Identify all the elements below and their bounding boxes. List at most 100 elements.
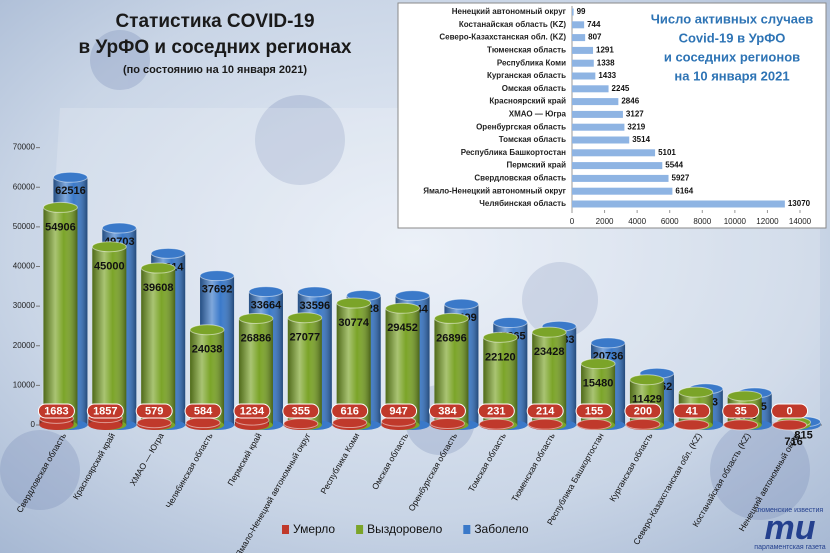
value-label: 41 [686, 405, 698, 417]
bar [140, 262, 176, 430]
bar-top [727, 390, 763, 402]
value-label: 1433 [598, 71, 616, 80]
y-tick-label: 0 [31, 420, 36, 429]
bar-top [580, 358, 616, 370]
logo: тюменские известия ти парламентская газе… [754, 507, 825, 551]
value-badge [575, 403, 613, 419]
value-badge [380, 403, 418, 419]
bar-top [52, 171, 88, 183]
value-badge [477, 403, 515, 419]
value-label: 616 [341, 405, 359, 417]
virus-decor [0, 30, 810, 520]
y-tick-label: 50000 [13, 222, 36, 231]
value-label: 23428 [534, 346, 565, 358]
value-badge [526, 403, 564, 419]
value-label: 1234 [240, 405, 265, 417]
bar [185, 417, 221, 430]
value-label: 26896 [436, 332, 467, 344]
bar [572, 85, 609, 93]
bar-top [772, 419, 808, 431]
value-label: 33664 [251, 300, 282, 312]
bar-top [42, 201, 78, 213]
value-badge [282, 403, 320, 419]
bar-top [287, 312, 323, 324]
value-label: 0 [787, 405, 793, 417]
bar-top [332, 417, 368, 429]
legend-swatch [463, 525, 471, 534]
y-tick-label: Республика Башкортостан [461, 148, 566, 157]
y-tick-label: Северо-Казахстанская обл. (KZ) [439, 33, 566, 42]
y-tick-label: Пермский край [506, 161, 566, 170]
value-badge [86, 403, 124, 419]
y-tick-label: 30000 [13, 301, 36, 310]
bar [332, 417, 368, 430]
bar [572, 162, 663, 170]
value-badge [722, 403, 760, 419]
value-badge [673, 403, 711, 419]
bar [572, 149, 656, 157]
bar [723, 419, 759, 431]
value-label: 3127 [626, 110, 644, 119]
bar [772, 419, 808, 431]
legend-label: Умерло [293, 522, 335, 536]
bar [572, 110, 623, 118]
y-tick-label: 70000 [13, 143, 36, 152]
bar [136, 417, 172, 430]
value-label: 579 [145, 405, 163, 417]
bar-top [185, 417, 221, 429]
x-tick-label: 12000 [756, 217, 779, 226]
y-tick-label: Костанайская область (KZ) [459, 20, 566, 29]
y-tick-label: 60000 [13, 182, 36, 191]
inset-title: Число активных случаев [651, 11, 813, 26]
bar [572, 187, 673, 195]
bar-top [336, 297, 372, 309]
y-tick-label: 40000 [13, 262, 36, 271]
x-tick-label: 6000 [661, 217, 679, 226]
bar [572, 72, 596, 80]
bar [572, 136, 630, 144]
value-label: 3219 [627, 122, 645, 131]
y-tick-label: Томская область [499, 135, 566, 144]
value-label: 1683 [44, 405, 68, 417]
y-tick-label: Ненецкий автономный округ [452, 7, 567, 16]
bar-top [189, 324, 225, 336]
value-label: 5544 [665, 161, 683, 170]
x-tick-label: 10000 [724, 217, 747, 226]
value-label: 39608 [143, 282, 174, 294]
y-tick-label: Омская область [502, 84, 566, 93]
bar-top [576, 418, 612, 430]
y-tick-label: Свердловская область [474, 174, 566, 183]
logo-top: тюменские известия [757, 507, 824, 514]
y-tick-label: 10000 [13, 380, 36, 389]
value-label: 27077 [290, 332, 321, 344]
bar-top [238, 312, 274, 324]
y-tick-label: 20000 [13, 341, 36, 350]
chart-subtitle: (по состоянию на 10 января 2021) [123, 64, 307, 76]
value-label: 24038 [192, 344, 223, 356]
bar [625, 418, 661, 430]
bar-shade [43, 207, 78, 425]
y-tick-label: Оренбургская область [476, 122, 566, 131]
value-label: 54906 [45, 221, 76, 233]
value-label: 33596 [300, 300, 331, 312]
bar [572, 123, 625, 131]
bar-top [527, 418, 563, 430]
bar [429, 417, 465, 430]
bar-top [674, 419, 710, 431]
value-label: 29452 [387, 322, 418, 334]
bar-top [101, 222, 137, 234]
value-label: 5927 [672, 174, 690, 183]
value-badge [184, 403, 222, 419]
legend-swatch [282, 525, 289, 534]
value-label: 30774 [338, 317, 369, 329]
value-label: 37692 [202, 284, 233, 296]
bar [572, 46, 594, 54]
bar [674, 419, 710, 431]
value-label: 214 [536, 405, 555, 417]
legend-swatch [356, 525, 364, 534]
bar [381, 415, 417, 430]
value-label: 155 [585, 405, 603, 417]
bar-top [590, 337, 626, 349]
bar-shade [141, 268, 176, 425]
value-label: 1338 [597, 58, 615, 67]
